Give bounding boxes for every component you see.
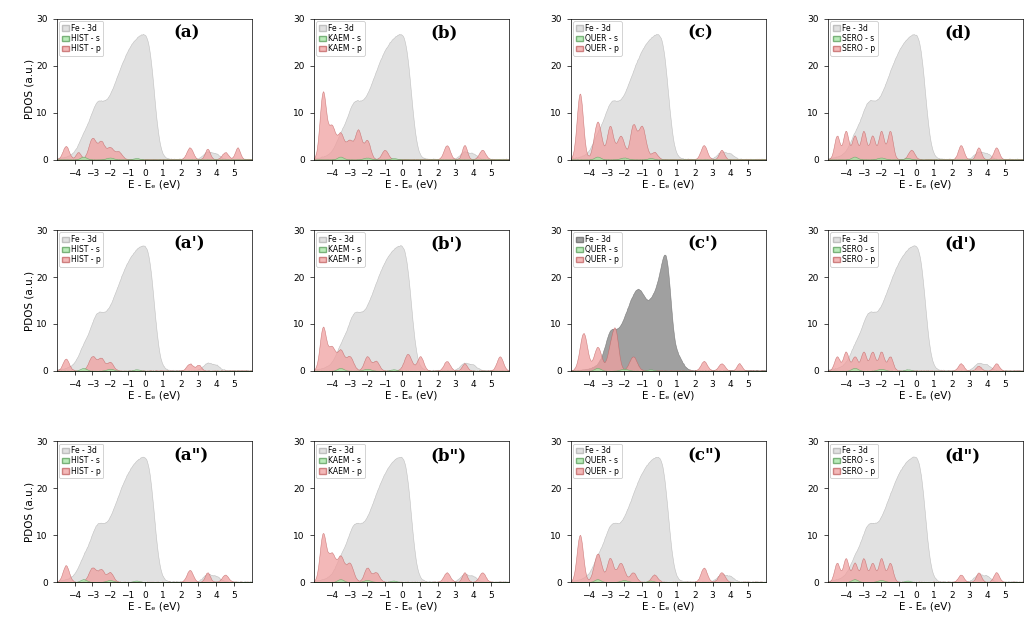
X-axis label: E - Eₑ (eV): E - Eₑ (eV) <box>385 179 437 189</box>
Legend: Fe - 3d, HIST - s, HIST - p: Fe - 3d, HIST - s, HIST - p <box>59 444 103 478</box>
Text: (c): (c) <box>688 24 714 41</box>
X-axis label: E - Eₑ (eV): E - Eₑ (eV) <box>385 391 437 400</box>
X-axis label: E - Eₑ (eV): E - Eₑ (eV) <box>128 602 181 612</box>
X-axis label: E - Eₑ (eV): E - Eₑ (eV) <box>128 391 181 400</box>
Legend: Fe - 3d, QUER - s, QUER - p: Fe - 3d, QUER - s, QUER - p <box>573 232 622 267</box>
Text: (d'): (d') <box>945 235 977 253</box>
Text: (c'): (c') <box>688 235 719 253</box>
Legend: Fe - 3d, KAEM - s, KAEM - p: Fe - 3d, KAEM - s, KAEM - p <box>316 21 365 56</box>
Y-axis label: PDOS (a.u.): PDOS (a.u.) <box>25 481 35 542</box>
X-axis label: E - Eₑ (eV): E - Eₑ (eV) <box>643 391 694 400</box>
X-axis label: E - Eₑ (eV): E - Eₑ (eV) <box>643 602 694 612</box>
Legend: Fe - 3d, KAEM - s, KAEM - p: Fe - 3d, KAEM - s, KAEM - p <box>316 232 365 267</box>
Legend: Fe - 3d, SERO - s, SERO - p: Fe - 3d, SERO - s, SERO - p <box>831 21 878 56</box>
Text: (a): (a) <box>174 24 200 41</box>
X-axis label: E - Eₑ (eV): E - Eₑ (eV) <box>899 602 951 612</box>
Text: (b): (b) <box>431 24 458 41</box>
Legend: Fe - 3d, HIST - s, HIST - p: Fe - 3d, HIST - s, HIST - p <box>59 232 103 267</box>
X-axis label: E - Eₑ (eV): E - Eₑ (eV) <box>899 391 951 400</box>
X-axis label: E - Eₑ (eV): E - Eₑ (eV) <box>128 179 181 189</box>
Text: (a"): (a") <box>174 447 209 464</box>
Legend: Fe - 3d, SERO - s, SERO - p: Fe - 3d, SERO - s, SERO - p <box>831 232 878 267</box>
Text: (b'): (b') <box>431 235 463 253</box>
Legend: Fe - 3d, QUER - s, QUER - p: Fe - 3d, QUER - s, QUER - p <box>573 444 622 478</box>
Text: (d"): (d") <box>945 447 981 464</box>
Text: (d): (d) <box>945 24 972 41</box>
Y-axis label: PDOS (a.u.): PDOS (a.u.) <box>25 270 35 331</box>
Y-axis label: PDOS (a.u.): PDOS (a.u.) <box>25 59 35 120</box>
Legend: Fe - 3d, HIST - s, HIST - p: Fe - 3d, HIST - s, HIST - p <box>59 21 103 56</box>
Legend: Fe - 3d, QUER - s, QUER - p: Fe - 3d, QUER - s, QUER - p <box>573 21 622 56</box>
Legend: Fe - 3d, KAEM - s, KAEM - p: Fe - 3d, KAEM - s, KAEM - p <box>316 444 365 478</box>
Legend: Fe - 3d, SERO - s, SERO - p: Fe - 3d, SERO - s, SERO - p <box>831 444 878 478</box>
Text: (b"): (b") <box>431 447 467 464</box>
Text: (c"): (c") <box>688 447 722 464</box>
Text: (a'): (a') <box>174 235 206 253</box>
X-axis label: E - Eₑ (eV): E - Eₑ (eV) <box>643 179 694 189</box>
X-axis label: E - Eₑ (eV): E - Eₑ (eV) <box>899 179 951 189</box>
X-axis label: E - Eₑ (eV): E - Eₑ (eV) <box>385 602 437 612</box>
